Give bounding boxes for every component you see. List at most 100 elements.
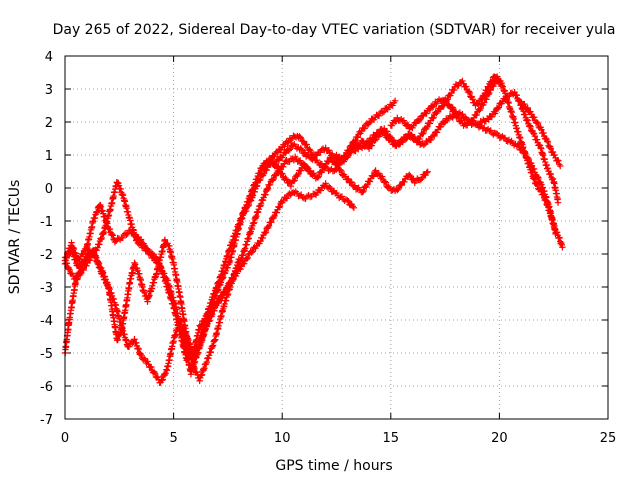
- data-point: [286, 158, 293, 165]
- data-point: [357, 130, 364, 137]
- data-point: [314, 174, 322, 181]
- data-point: [547, 170, 555, 178]
- data-point: [348, 179, 355, 186]
- data-point: [430, 114, 437, 121]
- data-point: [544, 164, 552, 172]
- data-point: [191, 364, 198, 372]
- data-point: [150, 368, 158, 375]
- data-point: [317, 187, 325, 194]
- data-point: [501, 134, 509, 142]
- data-point: [266, 181, 274, 189]
- data-point: [148, 363, 155, 371]
- data-point: [389, 102, 396, 109]
- data-point: [183, 342, 190, 349]
- data-point: [114, 336, 121, 343]
- data-point: [344, 152, 351, 160]
- data-point: [307, 147, 314, 154]
- data-point: [108, 230, 116, 238]
- data-point: [281, 143, 288, 150]
- data-point: [141, 289, 148, 296]
- chart-title: Day 265 of 2022, Sidereal Day-to-day VTE…: [53, 22, 616, 38]
- data-point: [285, 147, 292, 154]
- data-point: [530, 165, 538, 173]
- data-point: [431, 132, 438, 140]
- data-point: [465, 88, 473, 95]
- data-point: [322, 180, 329, 187]
- data-point: [469, 117, 477, 124]
- data-point: [483, 96, 490, 103]
- data-point: [190, 363, 198, 370]
- data-point: [310, 170, 317, 177]
- data-point: [466, 89, 473, 96]
- data-point: [543, 137, 551, 145]
- data-point: [388, 122, 396, 129]
- data-point: [264, 185, 272, 192]
- data-point: [98, 264, 105, 272]
- data-point: [247, 197, 255, 204]
- data-point: [552, 229, 560, 236]
- data-point: [403, 121, 411, 128]
- data-point: [524, 117, 531, 124]
- data-point: [498, 82, 506, 89]
- data-point: [420, 141, 428, 149]
- data-point: [385, 183, 392, 190]
- y-tick-label: 0: [45, 182, 53, 197]
- data-point: [450, 113, 457, 120]
- data-point: [495, 77, 503, 84]
- data-point: [528, 162, 536, 169]
- data-point: [526, 122, 534, 129]
- data-point: [303, 163, 311, 171]
- data-point: [348, 147, 355, 155]
- data-point: [547, 145, 555, 152]
- data-point: [372, 167, 379, 174]
- data-point: [271, 153, 278, 160]
- x-axis-label: GPS time / hours: [275, 458, 392, 474]
- data-point: [261, 229, 269, 237]
- data-point: [382, 179, 390, 186]
- data-point: [535, 174, 542, 182]
- data-point: [345, 198, 352, 205]
- data-point: [111, 238, 119, 246]
- data-point: [290, 177, 297, 185]
- data-point: [544, 138, 552, 146]
- x-tick-label: 20: [491, 431, 508, 446]
- data-point: [554, 199, 562, 206]
- data-point: [427, 136, 435, 144]
- data-point: [533, 118, 541, 126]
- data-point: [416, 116, 424, 123]
- data-point: [401, 178, 408, 186]
- data-point: [257, 200, 265, 208]
- data-point: [148, 249, 156, 257]
- data-point: [263, 166, 270, 174]
- data-point: [279, 170, 286, 178]
- data-point: [275, 157, 283, 164]
- data-point: [369, 173, 377, 180]
- x-tick-label: 15: [383, 431, 400, 446]
- data-point: [326, 183, 333, 191]
- data-point: [274, 149, 282, 156]
- data-point: [485, 91, 492, 98]
- data-point: [265, 222, 273, 230]
- data-point: [375, 112, 383, 120]
- data-point: [125, 343, 133, 350]
- y-tick-label: 3: [45, 83, 53, 98]
- y-tick-label: -3: [40, 281, 53, 296]
- data-point: [144, 246, 152, 253]
- data-point: [261, 161, 269, 168]
- y-tick-label: -4: [40, 314, 53, 329]
- data-point: [359, 188, 366, 196]
- data-point: [395, 185, 402, 193]
- data-point: [404, 130, 412, 138]
- data-point: [349, 203, 356, 210]
- data-point: [371, 137, 378, 144]
- data-point: [394, 186, 401, 194]
- data-point: [361, 125, 368, 132]
- data-point: [491, 110, 499, 117]
- data-point: [242, 207, 250, 215]
- data-point: [297, 167, 305, 174]
- data-point: [131, 261, 139, 268]
- data-point: [115, 331, 123, 338]
- data-point: [419, 174, 426, 182]
- data-point: [527, 123, 534, 130]
- data-point: [160, 371, 168, 378]
